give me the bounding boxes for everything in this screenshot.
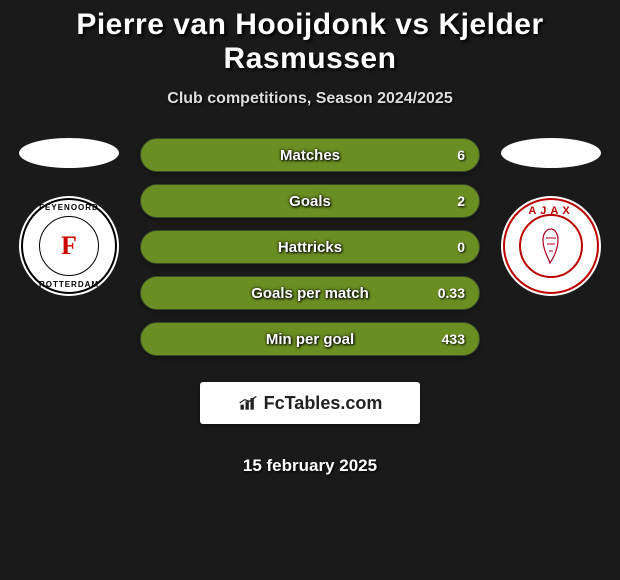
player-left-photo-placeholder [19, 138, 119, 168]
stat-label: Goals [289, 193, 331, 210]
brand-badge[interactable]: FcTables.com [200, 382, 420, 424]
player-right-column: AJAX [494, 138, 608, 296]
comparison-card: Pierre van Hooijdonk vs Kjelder Rasmusse… [0, 0, 620, 484]
stat-bar-goals-per-match: Goals per match 0.33 [140, 276, 480, 310]
brand-text: FcTables.com [264, 393, 383, 414]
feyenoord-letter-icon: F [39, 216, 99, 276]
stat-label: Hattricks [278, 239, 342, 256]
stats-column: Matches 6 Goals 2 Hattricks 0 Goals per … [136, 138, 484, 476]
page-title: Pierre van Hooijdonk vs Kjelder Rasmusse… [12, 8, 608, 76]
badge-text-top: Feyenoord [39, 203, 99, 212]
stat-bar-min-per-goal: Min per goal 433 [140, 322, 480, 356]
badge-text-bottom: ROTTERDAM [39, 280, 99, 289]
ajax-head-icon [536, 226, 566, 266]
stat-bar-matches: Matches 6 [140, 138, 480, 172]
club-badge-ajax: AJAX [501, 196, 601, 296]
bar-chart-icon [238, 394, 258, 412]
stat-label: Min per goal [266, 331, 354, 348]
stat-label: Goals per match [251, 285, 369, 302]
stat-value: 6 [457, 147, 465, 163]
player-right-photo-placeholder [501, 138, 601, 168]
stat-value: 2 [457, 193, 465, 209]
stat-bar-hattricks: Hattricks 0 [140, 230, 480, 264]
stat-value: 433 [442, 331, 465, 347]
stat-bar-goals: Goals 2 [140, 184, 480, 218]
player-left-column: Feyenoord F ROTTERDAM [12, 138, 126, 296]
stat-label: Matches [280, 147, 340, 164]
stat-value: 0.33 [438, 285, 465, 301]
subtitle: Club competitions, Season 2024/2025 [12, 90, 608, 108]
main-row: Feyenoord F ROTTERDAM Matches 6 Goals 2 … [12, 138, 608, 476]
stat-value: 0 [457, 239, 465, 255]
club-badge-feyenoord: Feyenoord F ROTTERDAM [19, 196, 119, 296]
date-line: 15 february 2025 [243, 456, 377, 476]
